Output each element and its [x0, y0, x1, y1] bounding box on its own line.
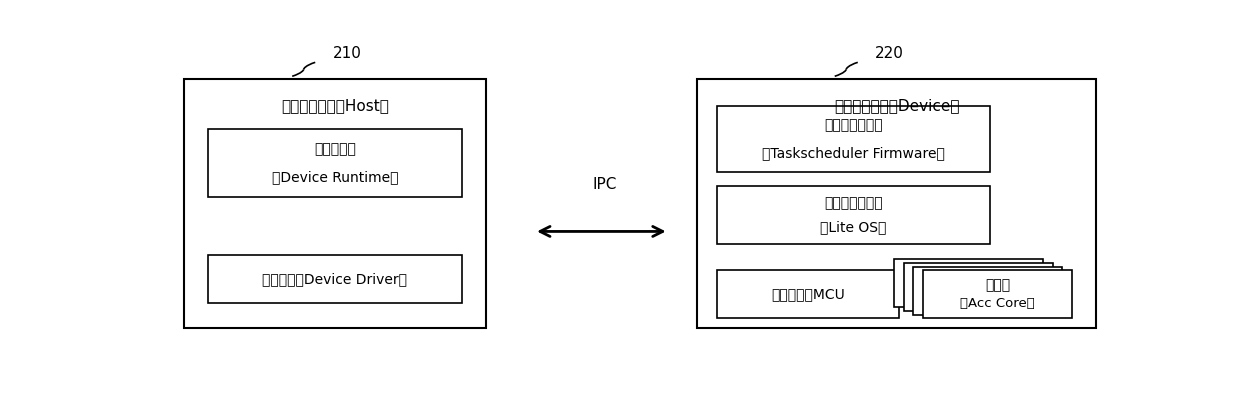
- Text: （Lite OS）: （Lite OS）: [820, 220, 887, 234]
- FancyBboxPatch shape: [716, 187, 990, 244]
- Text: 轻量的操作系统: 轻量的操作系统: [824, 196, 882, 210]
- FancyBboxPatch shape: [716, 106, 990, 172]
- Text: （Device Runtime）: （Device Runtime）: [271, 170, 398, 184]
- Text: 任务调度器固件: 任务调度器固件: [824, 118, 882, 132]
- FancyBboxPatch shape: [895, 259, 1043, 307]
- FancyBboxPatch shape: [716, 270, 900, 318]
- Text: IPC: IPC: [592, 177, 617, 192]
- Text: 微控制单元MCU: 微控制单元MCU: [771, 287, 845, 301]
- FancyBboxPatch shape: [923, 270, 1072, 318]
- Text: （Acc Core）: （Acc Core）: [960, 297, 1035, 310]
- Text: 第二处理装置（Device）: 第二处理装置（Device）: [834, 98, 959, 113]
- Text: 加速库: 加速库: [985, 278, 1010, 292]
- Text: 210: 210: [332, 46, 362, 61]
- Text: 设备驱动（Device Driver）: 设备驱动（Device Driver）: [263, 272, 408, 286]
- Text: 第一处理装置（Host）: 第一处理装置（Host）: [281, 98, 389, 113]
- FancyBboxPatch shape: [183, 79, 486, 328]
- FancyBboxPatch shape: [208, 129, 462, 197]
- FancyBboxPatch shape: [904, 263, 1053, 311]
- Text: 220: 220: [875, 46, 904, 61]
- Text: 设备运行时: 设备运行时: [313, 142, 356, 156]
- FancyBboxPatch shape: [913, 266, 1062, 315]
- FancyBboxPatch shape: [208, 255, 462, 303]
- Text: （Taskscheduler Firmware）: （Taskscheduler Firmware）: [762, 146, 945, 160]
- FancyBboxPatch shape: [698, 79, 1097, 328]
